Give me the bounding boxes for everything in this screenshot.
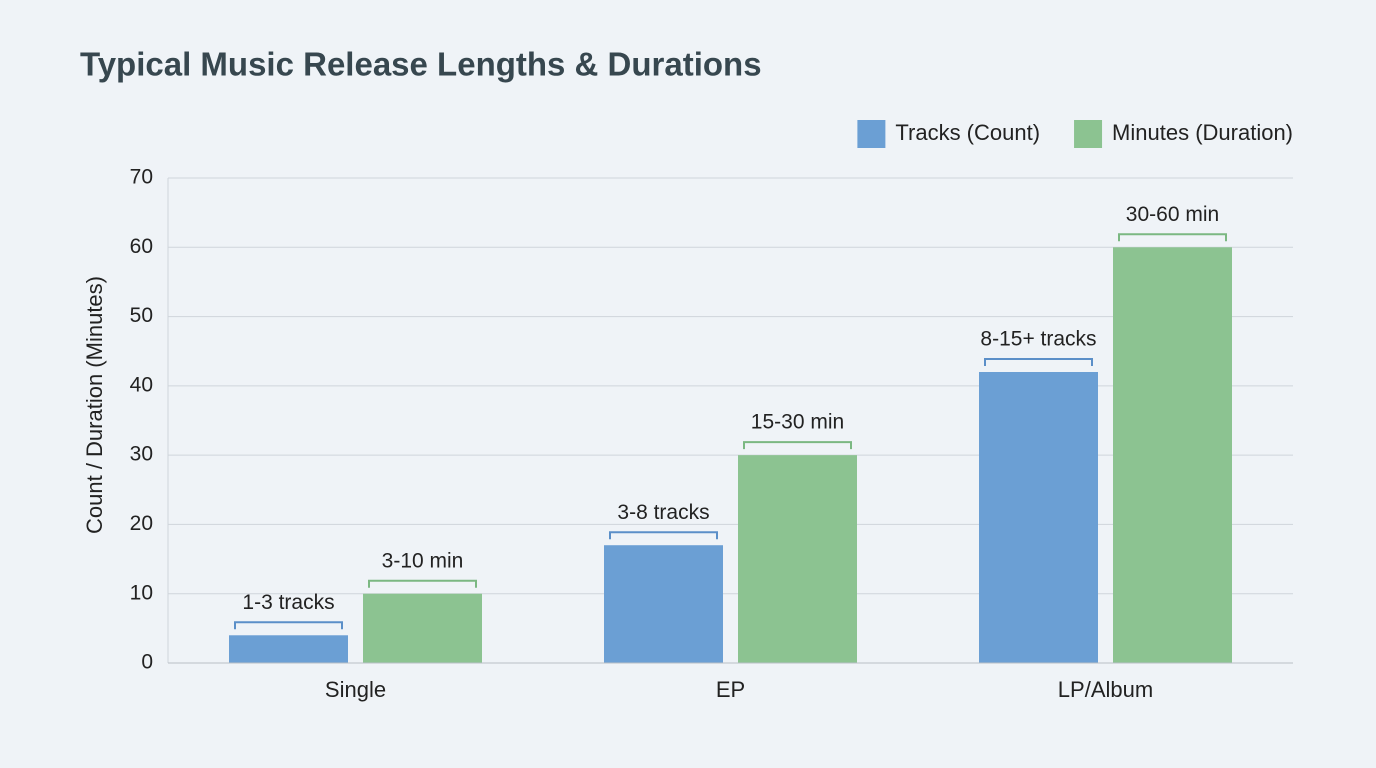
bar	[1113, 247, 1232, 664]
bar-annotation: 3-10 min	[382, 549, 464, 572]
y-tick-label: 30	[130, 443, 153, 466]
bar-annotation: 1-3 tracks	[242, 591, 334, 614]
bar	[604, 545, 723, 663]
y-tick-label: 70	[130, 166, 153, 189]
bar-annotation: 3-8 tracks	[617, 501, 709, 524]
bar-annotation: 8-15+ tracks	[980, 328, 1096, 351]
x-tick-label: EP	[716, 677, 745, 702]
bar	[979, 372, 1098, 663]
legend-swatch	[1074, 120, 1103, 148]
chart-title: Typical Music Release Lengths & Duration…	[80, 46, 762, 83]
bar	[363, 593, 482, 663]
legend-swatch	[857, 120, 886, 148]
legend-label: Minutes (Duration)	[1112, 120, 1293, 145]
bracket	[368, 579, 477, 588]
bar	[229, 635, 348, 663]
y-tick-label: 40	[130, 373, 153, 396]
bar-annotation: 30-60 min	[1126, 203, 1219, 226]
bracket	[743, 441, 852, 450]
legend-label: Tracks (Count)	[895, 120, 1040, 145]
y-tick-label: 50	[130, 304, 153, 327]
y-tick-label: 20	[130, 512, 153, 535]
bar	[738, 455, 857, 663]
y-tick-label: 60	[130, 235, 153, 258]
x-tick-label: LP/Album	[1058, 677, 1153, 702]
bracket	[234, 621, 343, 630]
bracket	[984, 358, 1093, 366]
bar-annotation: 15-30 min	[751, 411, 844, 434]
bracket	[609, 531, 718, 540]
bracket	[1118, 233, 1227, 242]
y-tick-label: 10	[130, 581, 153, 604]
y-tick-label: 0	[141, 651, 153, 674]
x-tick-label: Single	[325, 677, 386, 702]
y-axis-title: Count / Duration (Minutes)	[82, 276, 107, 534]
